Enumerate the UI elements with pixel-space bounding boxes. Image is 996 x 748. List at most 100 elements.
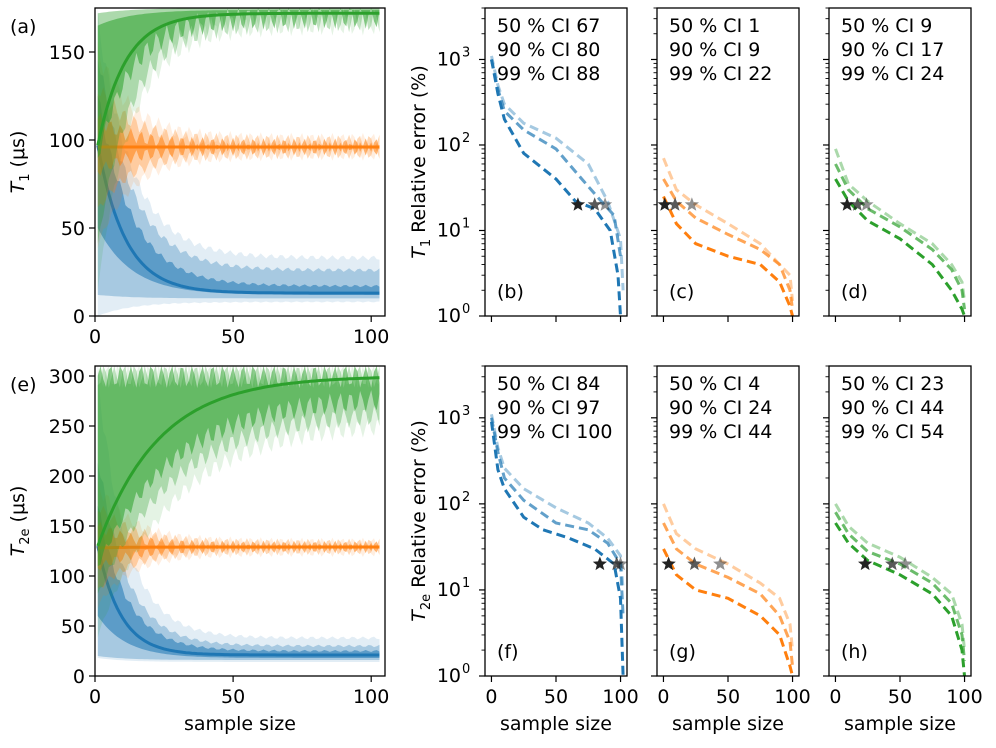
panel-label: (b) bbox=[497, 281, 524, 303]
band-orange-50pct bbox=[97, 113, 380, 176]
y-axis-label: T1 (μs) bbox=[7, 131, 33, 194]
ci-annotation: 50 % CI 9 bbox=[841, 15, 932, 37]
ci-annotation: 50 % CI 1 bbox=[669, 15, 760, 37]
median-line-green bbox=[96, 376, 380, 547]
y-axis-label: T2e (μs) bbox=[7, 486, 33, 557]
error-line-90pct-ci bbox=[490, 59, 622, 257]
error-line-50pct-ci bbox=[490, 59, 622, 316]
star-marker bbox=[661, 556, 676, 571]
star-marker bbox=[687, 556, 702, 571]
chart-g: 0 50 100 (g) sample size 50 % CI 490 % CI 249… bbox=[651, 365, 811, 735]
x-tick-label: 50 bbox=[544, 686, 568, 708]
ci-annotation: 99 % CI 22 bbox=[669, 63, 772, 85]
star-marker bbox=[850, 197, 865, 211]
star-marker bbox=[592, 556, 607, 571]
band-blue-99pct bbox=[97, 8, 380, 316]
ci-annotation: 50 % CI 4 bbox=[669, 373, 760, 395]
error-line-90pct-ci bbox=[662, 522, 794, 667]
x-tick-label: 50 bbox=[888, 686, 912, 708]
x-tick-label: 50 bbox=[221, 686, 245, 708]
error-line-99pct-ci bbox=[490, 55, 625, 291]
y-tick-label: 150 bbox=[49, 516, 85, 538]
y-tick-label: 50 bbox=[61, 218, 85, 240]
y-axis-label: T2e Relative error (%) bbox=[408, 420, 434, 622]
ci-annotation: 90 % CI 17 bbox=[841, 39, 944, 61]
star-marker bbox=[657, 197, 672, 211]
panel-label: (d) bbox=[841, 281, 868, 303]
x-axis-label: sample size bbox=[184, 713, 296, 735]
y-tick-exponent: 3 bbox=[462, 404, 470, 419]
x-axis-label: sample size bbox=[500, 713, 612, 735]
error-line-90pct-ci bbox=[834, 163, 966, 310]
y-tick-exponent: 3 bbox=[462, 45, 470, 60]
panel-label: (c) bbox=[669, 281, 694, 303]
x-tick-label: 100 bbox=[353, 686, 389, 708]
y-tick-label: 50 bbox=[61, 616, 85, 638]
error-line-50pct-ci bbox=[662, 195, 794, 316]
ci-annotation: 50 % CI 23 bbox=[841, 373, 944, 395]
star-marker bbox=[898, 556, 913, 571]
y-tick-exponent: 0 bbox=[462, 302, 470, 317]
y-tick-label: 10 bbox=[437, 493, 461, 515]
plot-area-h bbox=[834, 503, 966, 676]
ci-annotation: 90 % CI 9 bbox=[669, 39, 760, 61]
y-tick-label: 10 bbox=[437, 665, 461, 687]
star-marker bbox=[587, 197, 602, 211]
chart-c: (c) 50 % CI 190 % CI 999 % CI 22 bbox=[651, 7, 800, 322]
x-tick-label: 0 bbox=[657, 686, 669, 708]
star-marker bbox=[570, 197, 586, 211]
band-blue-90pct bbox=[97, 60, 380, 299]
axes-frame bbox=[94, 7, 386, 317]
error-line-50pct-ci bbox=[662, 548, 794, 676]
y-tick-label: 150 bbox=[49, 42, 85, 64]
plot-area-c bbox=[657, 157, 794, 316]
star-marker bbox=[713, 556, 728, 571]
chart-e: 0 50 100 0 50 100 150 200 250 300 (e) sample size T2… bbox=[7, 365, 389, 735]
x-tick-label: 0 bbox=[485, 686, 497, 708]
y-tick-exponent: 2 bbox=[462, 490, 470, 505]
ci-annotation: 90 % CI 80 bbox=[497, 39, 600, 61]
y-tick-label: 0 bbox=[73, 666, 85, 688]
ci-annotation: 90 % CI 24 bbox=[669, 397, 772, 419]
x-tick-label: 0 bbox=[89, 686, 101, 708]
panel-label: (h) bbox=[841, 641, 868, 663]
y-tick-label: 10 bbox=[437, 579, 461, 601]
ci-annotation: 50 % CI 67 bbox=[497, 15, 600, 37]
chart-a: 0 50 100 0 50 100 150 (a) T1 (μs) bbox=[7, 7, 389, 348]
star-marker bbox=[597, 197, 613, 211]
star-marker bbox=[839, 197, 855, 211]
median-line-green bbox=[96, 11, 380, 146]
ci-annotation: 50 % CI 84 bbox=[497, 373, 600, 395]
y-tick-label: 100 bbox=[49, 130, 85, 152]
x-tick-label: 100 bbox=[602, 686, 638, 708]
plot-area-g bbox=[661, 503, 794, 676]
y-tick-label: 100 bbox=[49, 566, 85, 588]
x-tick-label: 0 bbox=[829, 686, 841, 708]
panel-label: (g) bbox=[669, 641, 696, 663]
axes-frame bbox=[94, 365, 386, 677]
x-axis-label: sample size bbox=[844, 713, 956, 735]
ci-annotation: 99 % CI 54 bbox=[841, 421, 944, 443]
x-tick-label: 100 bbox=[353, 326, 389, 348]
x-axis-label: sample size bbox=[672, 713, 784, 735]
ci-annotation: 99 % CI 24 bbox=[841, 63, 944, 85]
y-tick-label: 0 bbox=[73, 306, 85, 328]
plot-area-e bbox=[96, 366, 380, 662]
band-green-50pct bbox=[97, 366, 380, 567]
error-line-50pct-ci bbox=[490, 421, 625, 676]
ci-annotation: 99 % CI 88 bbox=[497, 63, 600, 85]
error-line-99pct-ci bbox=[662, 503, 794, 651]
panel-label: (f) bbox=[497, 641, 519, 663]
ci-annotation: 99 % CI 100 bbox=[497, 421, 612, 443]
plot-area-d bbox=[834, 148, 966, 316]
y-tick-label: 10 bbox=[437, 219, 461, 241]
band-green-50pct bbox=[97, 8, 380, 158]
median-line-blue bbox=[96, 145, 380, 295]
x-tick-label: 100 bbox=[946, 686, 982, 708]
x-tick-label: 100 bbox=[774, 686, 810, 708]
star-marker bbox=[859, 197, 874, 211]
